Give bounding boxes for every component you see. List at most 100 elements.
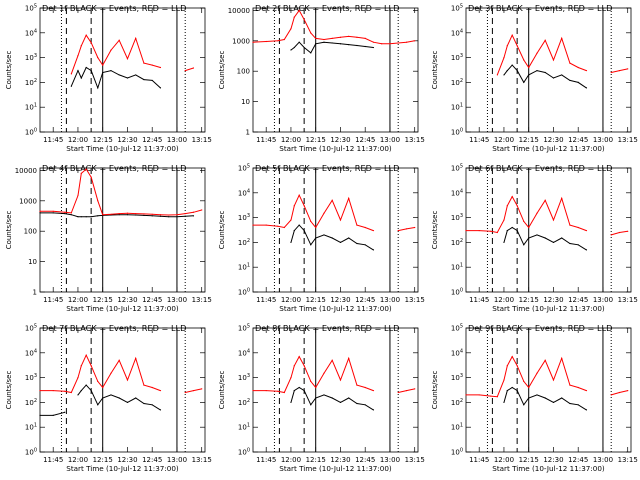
series-lld-line bbox=[253, 194, 374, 232]
events-point bbox=[506, 229, 508, 232]
events-point bbox=[135, 397, 137, 399]
y-tick-label: 105 bbox=[238, 164, 250, 173]
events-point bbox=[544, 237, 546, 239]
lld-point bbox=[323, 38, 325, 41]
events-point bbox=[80, 389, 82, 392]
events-point bbox=[544, 397, 546, 399]
events-point bbox=[536, 394, 538, 396]
lld-point bbox=[523, 380, 525, 383]
lld-point bbox=[85, 34, 87, 36]
x-tick-label: 13:00 bbox=[167, 456, 187, 464]
lld-point bbox=[356, 384, 358, 386]
lld-point bbox=[516, 45, 518, 47]
lld-point bbox=[389, 43, 391, 45]
events-point bbox=[151, 404, 153, 406]
x-tick-label: 11:45 bbox=[256, 296, 276, 304]
lld-point bbox=[135, 212, 137, 215]
lld-point bbox=[339, 219, 342, 221]
events-point bbox=[184, 215, 186, 217]
y-tick-label: 105 bbox=[25, 324, 37, 333]
series-events-line bbox=[290, 41, 374, 54]
lld-point bbox=[478, 229, 480, 232]
events-point bbox=[356, 402, 358, 405]
lld-point bbox=[290, 219, 292, 221]
events-point bbox=[516, 229, 518, 232]
lld-point bbox=[552, 59, 555, 61]
chart-svg-det-7f: Det 7f BLACK = Events, RED = LLD 100 101 10… bbox=[5, 323, 212, 473]
lld-point bbox=[627, 389, 629, 392]
lld-point bbox=[151, 64, 153, 66]
plot-frame bbox=[465, 327, 632, 453]
x-axis-label: Start Time (10-Jul-12 11:37:00) bbox=[66, 464, 179, 473]
lld-point bbox=[265, 389, 267, 392]
events-point bbox=[323, 234, 325, 236]
y-tick-label: 103 bbox=[451, 213, 463, 222]
events-point bbox=[561, 397, 563, 399]
lld-point bbox=[528, 66, 530, 69]
events-point bbox=[298, 41, 300, 43]
x-tick-label: 11:45 bbox=[469, 456, 489, 464]
y-tick-label: 103 bbox=[25, 53, 37, 62]
lld-point bbox=[356, 36, 358, 38]
lld-point bbox=[298, 194, 300, 196]
x-tick-label: 12:30 bbox=[117, 456, 137, 464]
events-point bbox=[511, 386, 513, 389]
y-tick-label: 1000 bbox=[19, 197, 37, 205]
events-point bbox=[159, 215, 162, 217]
x-tick-label: 12:45 bbox=[568, 296, 588, 304]
x-tick-label: 13:00 bbox=[593, 456, 613, 464]
lld-point bbox=[585, 389, 588, 392]
events-point bbox=[135, 74, 137, 76]
lld-point bbox=[315, 226, 317, 229]
lld-point bbox=[90, 365, 92, 367]
events-point bbox=[315, 397, 317, 399]
x-tick-label: 12:45 bbox=[568, 456, 588, 464]
y-tick-label: 104 bbox=[451, 28, 463, 37]
chart-panel-det-6f: Det 6f BLACK = Events, RED = LLD 100 101 10… bbox=[426, 160, 639, 320]
lld-point bbox=[110, 372, 112, 374]
y-tick-label: 100 bbox=[24, 228, 37, 236]
x-tick-label: 12:15 bbox=[519, 456, 539, 464]
lld-point bbox=[503, 57, 505, 59]
chart-svg-det-5f: Det 5f BLACK = Events, RED = LLD 100 101 10… bbox=[218, 163, 425, 313]
lld-point bbox=[315, 386, 317, 389]
events-point bbox=[64, 411, 66, 413]
events-point bbox=[372, 249, 375, 251]
lld-point bbox=[192, 389, 195, 392]
x-tick-label: 13:00 bbox=[167, 136, 187, 144]
y-tick-label: 100 bbox=[25, 128, 37, 137]
chart-svg-det-2f: Det 2f BLACK = Events, RED = LLD 1 10 100 10… bbox=[218, 3, 425, 153]
x-tick-label: 12:45 bbox=[142, 296, 162, 304]
y-tick-label: 102 bbox=[25, 398, 37, 407]
lld-point bbox=[97, 57, 99, 59]
events-point bbox=[348, 237, 350, 239]
y-tick-label: 103 bbox=[25, 373, 37, 382]
x-axis-label: Start Time (10-Jul-12 11:37:00) bbox=[66, 144, 179, 153]
lld-point bbox=[569, 224, 571, 226]
x-tick-label: 12:45 bbox=[142, 456, 162, 464]
events-point bbox=[528, 74, 530, 76]
lld-point bbox=[135, 37, 137, 39]
events-point bbox=[536, 234, 538, 236]
lld-point bbox=[252, 389, 254, 392]
x-axis-label: Start Time (10-Jul-12 11:37:00) bbox=[279, 464, 392, 473]
y-tick-label: 105 bbox=[451, 164, 463, 173]
y-tick-label: 10000 bbox=[15, 167, 37, 175]
events-point bbox=[339, 43, 342, 45]
events-point bbox=[561, 74, 563, 76]
lld-point bbox=[331, 359, 333, 361]
x-tick-label: 11:45 bbox=[43, 136, 63, 144]
x-tick-label: 12:15 bbox=[306, 136, 326, 144]
lld-point bbox=[70, 212, 72, 214]
y-tick-label: 100 bbox=[238, 448, 250, 457]
events-point bbox=[298, 224, 300, 226]
lld-point bbox=[381, 43, 383, 45]
events-point bbox=[110, 394, 112, 396]
x-tick-label: 13:15 bbox=[192, 296, 212, 304]
lld-point bbox=[143, 384, 145, 386]
lld-point bbox=[283, 226, 285, 229]
events-point bbox=[143, 78, 145, 81]
events-point bbox=[348, 397, 350, 399]
series-lld-line bbox=[40, 168, 202, 216]
lld-point bbox=[490, 230, 492, 232]
